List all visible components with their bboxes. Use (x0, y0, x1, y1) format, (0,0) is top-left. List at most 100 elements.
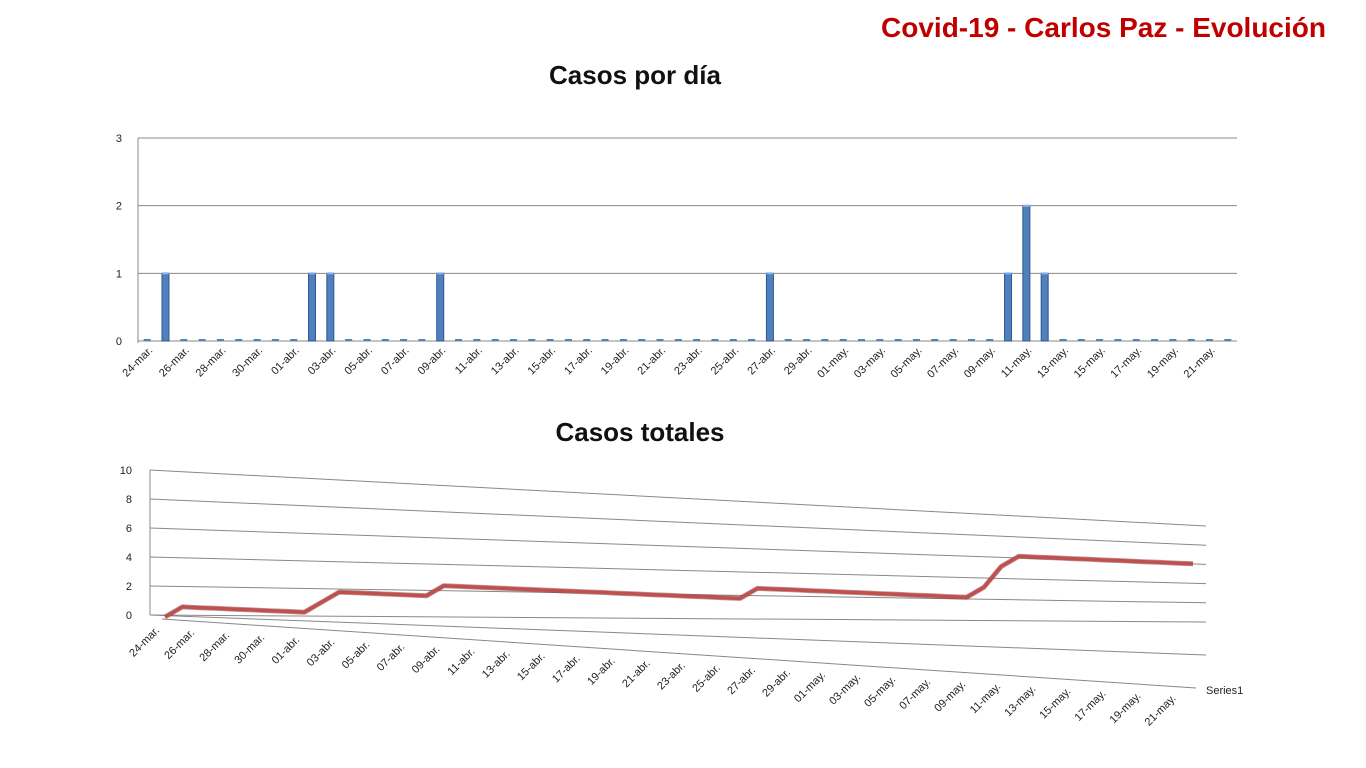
x-tick-label: 21-abr. (635, 345, 668, 378)
bar (216, 339, 224, 341)
x-tick-label: 26-mar. (162, 627, 197, 662)
x-tick-label: 03-may. (852, 345, 888, 381)
bar (436, 272, 445, 342)
bar (1151, 339, 1159, 341)
x-tick-label: 30-mar. (230, 345, 265, 380)
x-tick-label: 03-may. (827, 671, 863, 707)
page-title: Covid-19 - Carlos Paz - Evolución (881, 12, 1326, 43)
floor-line (149, 614, 1207, 656)
gridline (149, 498, 1207, 546)
bar-top (1022, 204, 1030, 207)
bar (271, 339, 279, 341)
x-axis (161, 618, 1197, 689)
gridline (149, 614, 1207, 623)
bar (1077, 339, 1085, 341)
bar (583, 339, 591, 341)
x-tick-label: 07-may. (897, 676, 933, 712)
x-tick-label: 07-abr. (375, 641, 408, 674)
bar (1022, 205, 1031, 342)
x-tick-label: 09-may. (962, 345, 998, 381)
bar (711, 339, 719, 341)
bar (674, 339, 682, 341)
bar-top (326, 272, 334, 275)
y-tick-label: 2 (116, 201, 122, 213)
x-tick-label: 03-abr. (305, 636, 338, 669)
bar (858, 339, 866, 341)
gridline (149, 556, 1207, 585)
bar (729, 339, 737, 341)
x-tick-label: 13-may. (1035, 345, 1071, 381)
x-tick-label: 30-mar. (232, 632, 267, 667)
bar (235, 339, 243, 341)
x-tick-label: 05-may. (862, 674, 898, 710)
x-tick-label: 17-abr. (550, 653, 583, 686)
bar (1059, 339, 1067, 341)
bar (381, 339, 389, 341)
x-tick-label: 21-may. (1182, 345, 1218, 381)
bar (345, 339, 353, 341)
series-line-shadow (163, 553, 1194, 620)
x-tick-label: 05-may. (889, 345, 925, 381)
bar (253, 339, 261, 341)
x-tick-label: 15-may. (1037, 685, 1073, 721)
x-tick-label: 29-abr. (760, 667, 793, 700)
bar (803, 339, 811, 341)
x-tick-label: 13-abr. (489, 345, 522, 378)
bar (1004, 272, 1013, 342)
bar (638, 339, 646, 341)
x-tick-label: 24-mar. (127, 625, 162, 660)
bar (912, 339, 920, 341)
x-tick-label: 11-may. (968, 681, 1003, 716)
bar (1132, 339, 1140, 341)
x-tick-label: 29-abr. (782, 345, 815, 378)
y-tick-label: 4 (126, 552, 132, 564)
bar (509, 339, 517, 341)
bar (198, 339, 206, 341)
bar (1187, 339, 1195, 341)
x-tick-label: 01-abr. (270, 634, 303, 667)
x-tick-label: 01-abr. (269, 345, 302, 378)
gridline (149, 469, 1207, 527)
bar (894, 339, 902, 341)
bar (1096, 339, 1104, 341)
x-tick-label: 13-may. (1002, 683, 1038, 719)
bar (180, 339, 188, 341)
bar (656, 339, 664, 341)
x-tick-label: 25-abr. (690, 662, 723, 695)
bar (876, 339, 884, 341)
y-tick-label: 1 (116, 268, 122, 280)
x-tick-label: 07-may. (925, 345, 961, 381)
bar-top (766, 272, 774, 275)
x-tick-label: 01-may. (792, 669, 828, 705)
x-tick-label: 17-abr. (562, 345, 595, 378)
bar (748, 339, 756, 341)
bar (143, 339, 151, 341)
x-tick-label: 01-may. (815, 345, 851, 381)
bar-top (161, 272, 169, 275)
bar-top (1004, 272, 1012, 275)
x-tick-label: 09-may. (932, 678, 968, 714)
y-tick-label: 0 (126, 610, 132, 622)
bar-top (436, 272, 444, 275)
bar (1206, 339, 1214, 341)
x-tick-label: 17-may. (1108, 345, 1144, 381)
y-tick-label: 0 (116, 336, 122, 348)
daily-chart-title: Casos por día (549, 60, 721, 90)
x-tick-label: 24-mar. (120, 345, 155, 380)
bar (693, 339, 701, 341)
bar (363, 339, 371, 341)
bar (784, 339, 792, 341)
bar (765, 272, 774, 342)
x-tick-label: 27-abr. (745, 345, 778, 378)
x-tick-label: 11-abr. (445, 646, 477, 678)
x-tick-label: 23-abr. (655, 660, 688, 693)
y-tick-label: 10 (120, 465, 132, 477)
bar (473, 339, 481, 341)
x-tick-label: 15-may. (1072, 345, 1108, 381)
x-tick-label: 09-abr. (410, 643, 443, 676)
x-tick-label: 23-abr. (672, 345, 705, 378)
x-tick-label: 28-mar. (194, 345, 229, 380)
bar (308, 272, 317, 342)
bar (619, 339, 627, 341)
